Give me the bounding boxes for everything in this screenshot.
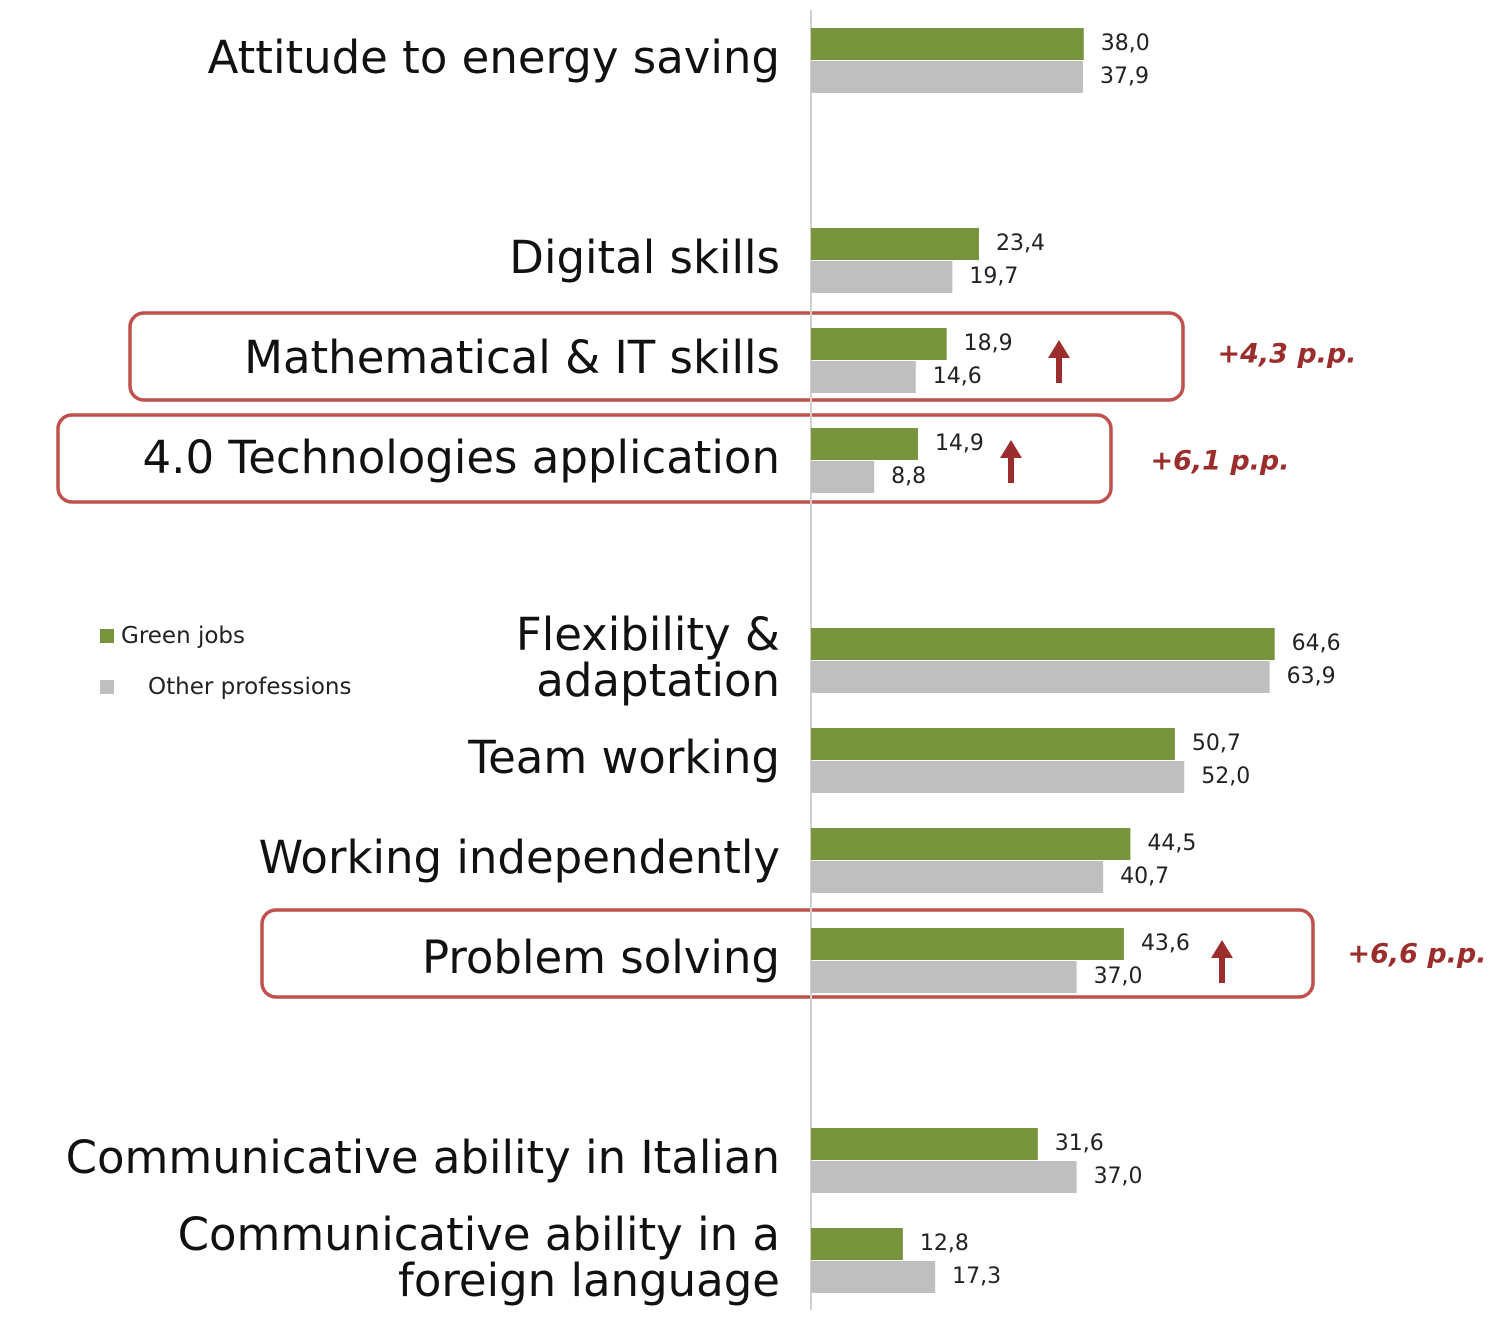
annotation: +4,3 p.p. xyxy=(1217,339,1356,370)
arrow xyxy=(1048,340,1070,383)
bar xyxy=(811,361,916,393)
value-label: 12,8 xyxy=(920,1231,969,1256)
value-label: 31,6 xyxy=(1055,1131,1104,1156)
category-label: Digital skills xyxy=(509,231,780,284)
category-label: Team working xyxy=(468,731,780,784)
value-label: 40,7 xyxy=(1120,864,1169,889)
bar xyxy=(811,328,947,360)
value-label: 8,8 xyxy=(891,464,926,489)
value-label: 23,4 xyxy=(996,231,1045,256)
legend-swatch xyxy=(100,680,114,694)
bar xyxy=(811,828,1131,860)
category-label: Flexibility & adaptation xyxy=(515,608,780,707)
category-label: Communicative ability in Italian xyxy=(65,1131,780,1184)
value-label: 37,9 xyxy=(1100,64,1149,89)
bar xyxy=(811,961,1077,993)
value-label: 37,0 xyxy=(1094,1164,1143,1189)
bar xyxy=(811,1228,903,1260)
annotation: +6,1 p.p. xyxy=(1150,446,1289,477)
bar xyxy=(811,628,1275,660)
bar xyxy=(811,428,918,460)
value-label: 19,7 xyxy=(969,264,1018,289)
annotation: +6,6 p.p. xyxy=(1347,939,1486,970)
category-label: Working independently xyxy=(258,831,780,884)
arrow xyxy=(1000,440,1022,483)
bar xyxy=(811,61,1084,93)
category-label: Mathematical & IT skills xyxy=(244,331,780,384)
bar xyxy=(811,228,979,260)
value-label: 38,0 xyxy=(1101,31,1150,56)
category-label: 4.0 Technologies application xyxy=(142,431,780,484)
bar xyxy=(811,928,1124,960)
value-label: 64,6 xyxy=(1292,631,1341,656)
value-label: 14,6 xyxy=(933,364,982,389)
bar xyxy=(811,461,875,493)
legend-label: Other professions xyxy=(148,674,352,700)
bar xyxy=(811,1261,936,1293)
value-label: 43,6 xyxy=(1141,931,1190,956)
value-label: 18,9 xyxy=(964,331,1013,356)
value-label: 52,0 xyxy=(1201,764,1250,789)
bar xyxy=(811,861,1104,893)
bar xyxy=(811,761,1185,793)
bar xyxy=(811,261,953,293)
bar xyxy=(811,661,1270,693)
highlight-box xyxy=(56,413,1113,504)
bar xyxy=(811,28,1084,60)
bar xyxy=(811,1161,1077,1193)
arrow xyxy=(1211,940,1233,983)
bar xyxy=(811,1128,1038,1160)
legend-swatch xyxy=(100,629,114,643)
value-label: 17,3 xyxy=(952,1264,1001,1289)
legend-label: Green jobs xyxy=(121,623,246,649)
value-label: 37,0 xyxy=(1094,964,1143,989)
value-label: 50,7 xyxy=(1192,731,1241,756)
value-label: 14,9 xyxy=(935,431,984,456)
highlight-box xyxy=(128,311,1185,402)
bar xyxy=(811,728,1175,760)
category-label: Problem solving xyxy=(422,931,780,984)
category-label: Communicative ability in a foreign langu… xyxy=(177,1208,780,1307)
value-label: 63,9 xyxy=(1287,664,1336,689)
value-label: 44,5 xyxy=(1147,831,1196,856)
category-label: Attitude to energy saving xyxy=(207,31,780,84)
highlight-box xyxy=(260,908,1315,999)
